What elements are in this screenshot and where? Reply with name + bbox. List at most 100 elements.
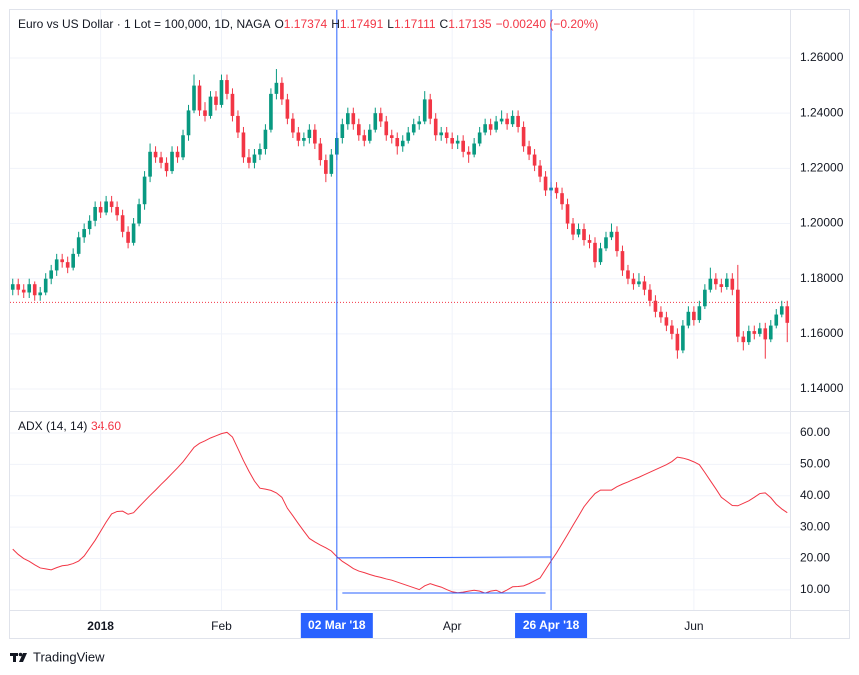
legend-header: Euro vs US Dollar · 1 Lot = 100,000, 1D,… [18,17,602,31]
crosshair-label-bg [300,613,373,638]
candle-body [659,311,663,318]
candle-body [483,124,487,133]
candle-body [159,157,163,163]
candle-body [719,284,724,287]
candle-body [681,325,685,351]
x-tick-label: Apr [443,619,462,633]
candle-body [389,135,394,138]
ohlc-value: 1.17111 [393,17,436,31]
candle-body [109,201,114,207]
ohlc-key: O [274,17,284,31]
candle-body [779,306,784,315]
candle-body [752,331,757,334]
candle-body [648,289,652,301]
x-tick-label: 2018 [87,619,114,633]
candle-body [98,206,103,213]
frame [9,9,850,639]
candle-body [197,85,202,111]
indicator-name: ADX (14, 14) [18,419,87,433]
candle-body [494,121,498,130]
candle-body [225,80,229,94]
candle-body [642,281,647,290]
candle-body [10,284,15,290]
candle-body [131,223,136,243]
x-tick-label: Feb [211,619,232,633]
candle-body [285,99,290,119]
candle-body [499,118,504,122]
candle-body [417,121,422,125]
candle-body [395,138,400,147]
candle-body [455,140,460,144]
indicator-tick-label: 50.00 [800,457,830,471]
candle-body [340,124,345,138]
candle-body [450,138,454,144]
candle-body [27,284,32,293]
candle-body [736,289,740,337]
indicator-tick-label: 40.00 [800,488,830,502]
candle-body [686,311,691,326]
candle-body [148,151,152,177]
candle-body [247,157,251,163]
candle-body [670,325,674,334]
candle-body [615,231,619,252]
candle-body [631,278,636,285]
candle-body [49,270,54,279]
candle-body [137,204,141,224]
candle-body [362,135,367,141]
ohlc-key: C [439,17,449,31]
candle-body [604,237,608,249]
candle-body [192,85,196,111]
candle-body [565,204,570,224]
candle-body [543,176,548,191]
candle-body [697,306,702,321]
candle-body [104,201,108,213]
candle-body [87,220,92,230]
candle-body [252,154,257,163]
candle-body [714,278,718,285]
candle-body [296,132,301,141]
candle-body [422,99,427,122]
candle-body [313,129,317,144]
candle-body [258,149,262,155]
y-tick-label: 1.18000 [800,271,844,285]
candle-body [291,118,295,133]
candle-body [675,333,680,351]
candle-body [757,328,762,334]
candle-body [516,115,520,127]
candle-body [692,311,696,321]
crosshair-label: 26 Apr '18 [523,618,580,632]
candle-body [406,132,411,141]
indicator-tick-label: 60.00 [800,425,830,439]
ohlc-key: L [387,17,394,31]
candle-body [378,113,383,122]
candle-body [32,284,37,296]
candle-body [538,165,542,177]
grid [10,10,790,610]
ohlc-key: H [331,17,340,31]
candle-body [142,176,147,205]
indicator-tick-label: 30.00 [800,519,830,533]
candle-body [532,154,537,166]
candle-body [609,231,614,238]
candle-body [560,193,564,205]
candle-body [302,138,306,141]
change: −0.00240 (−0.20%) [495,17,599,31]
candle-body [93,206,97,221]
candle-body [65,262,70,268]
candle-body [236,115,240,133]
candle-body [351,113,356,125]
candle-body [411,124,416,133]
candle-body [274,82,279,94]
candle-body [598,248,603,263]
symbol-title: Euro vs US Dollar · 1 Lot = 100,000, 1D,… [18,17,271,31]
candle-body [21,289,26,293]
candle-body [54,259,59,271]
candle-body [120,215,125,232]
candle-body [593,242,597,263]
candle-body [263,129,268,150]
candle-body [521,126,526,147]
candle-body [653,300,658,312]
candle-body [82,229,86,238]
candle-body [307,129,312,138]
candle-body [428,99,433,119]
